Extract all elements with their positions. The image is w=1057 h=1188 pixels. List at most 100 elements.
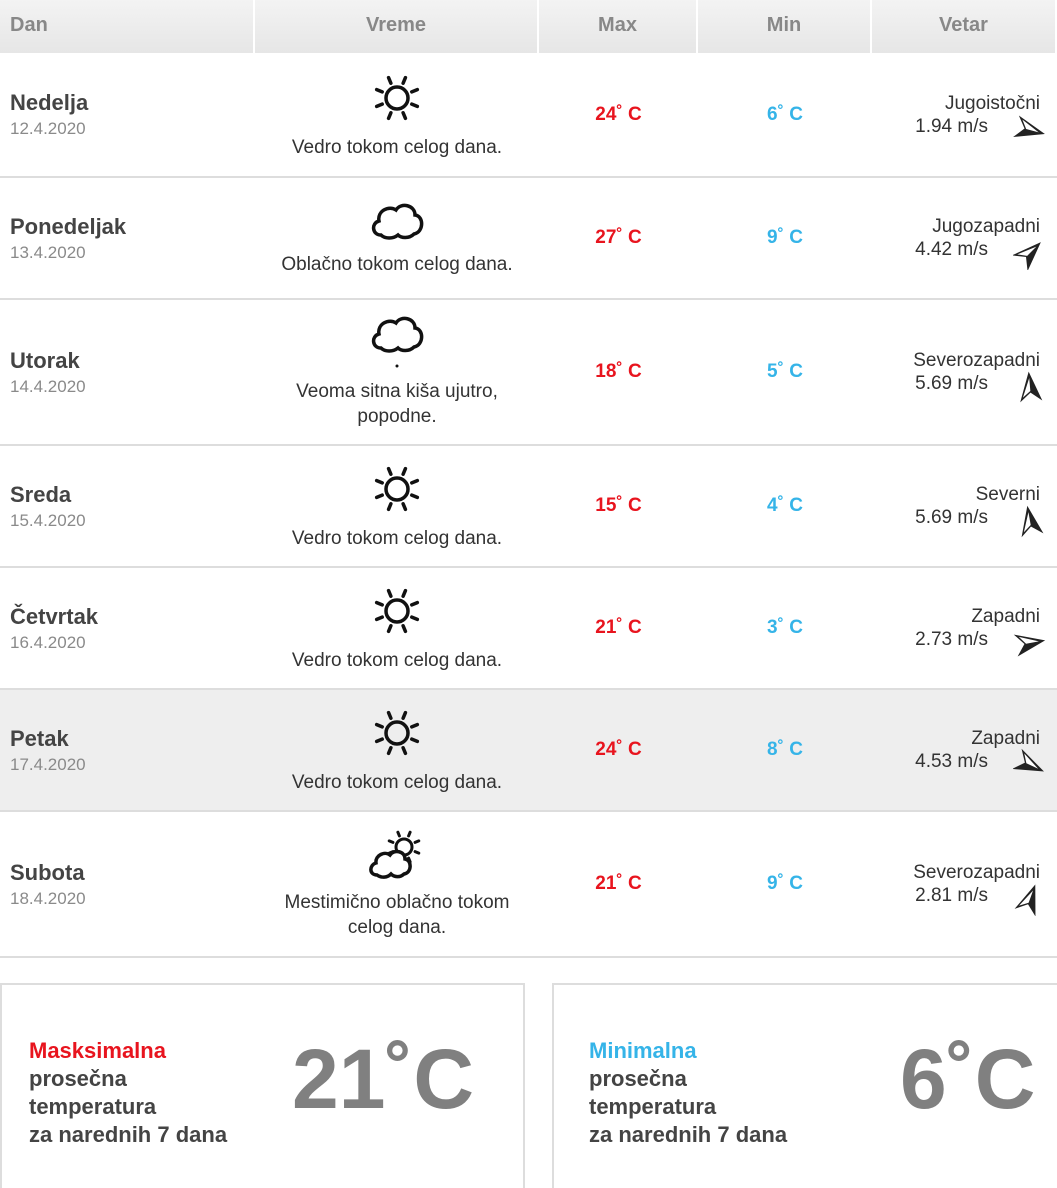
wind-direction: Zapadni (971, 728, 1040, 749)
wind-arrow-icon (1013, 115, 1045, 137)
wind-direction: Zapadni (971, 606, 1040, 627)
wind-cell: Severozapadni 5.69 m/s (872, 300, 1057, 444)
weather-cell: Vedro tokom celog dana. (255, 568, 539, 688)
day-cell: Ponedeljak 13.4.2020 (0, 178, 255, 298)
wind-cell: Jugozapadni 4.42 m/s (872, 178, 1057, 298)
wind-cell: Zapadni 4.53 m/s (872, 690, 1057, 810)
min-temp: 3˚ C (767, 617, 803, 638)
wind-speed: 2.73 m/s (915, 629, 988, 650)
wind-arrow-icon (1020, 371, 1043, 403)
drizzle-icon (369, 316, 425, 379)
min-temp: 8˚ C (767, 739, 803, 760)
wind-arrow-icon (1013, 634, 1046, 657)
min-text-2: temperatura (589, 1094, 717, 1119)
header-wind: Vetar (872, 0, 1057, 53)
table-row: Četvrtak 16.4.2020 Vedro tokom celog dana.… (0, 568, 1057, 690)
weather-cell: Mestimično oblačno tokom celog dana. (255, 812, 539, 956)
day-name: Nedelja (10, 90, 89, 115)
day-date: 15.4.2020 (10, 510, 86, 530)
day-cell: Četvrtak 16.4.2020 (0, 568, 255, 688)
table-header: Dan Vreme Max Min Vetar (0, 0, 1057, 53)
cloud-icon (369, 199, 425, 252)
max-average-card: Masksimalna prosečna temperatura za nare… (0, 983, 525, 1188)
day-date: 14.4.2020 (10, 376, 86, 396)
sun-icon (369, 70, 425, 135)
weather-cell: Vedro tokom celog dana. (255, 53, 539, 176)
max-text-1: prosečna (29, 1066, 127, 1091)
max-temp: 18˚ C (595, 361, 642, 382)
max-temp: 27˚ C (595, 227, 642, 248)
day-cell: Subota 18.4.2020 (0, 812, 255, 956)
weather-cell: Veoma sitna kiša ujutro, popodne. (255, 300, 539, 444)
min-text-3: za narednih 7 dana (589, 1122, 788, 1147)
sun-icon (369, 705, 425, 770)
wind-arrow-icon (1014, 884, 1036, 916)
weather-description: Mestimično oblačno tokom celog dana. (284, 891, 510, 938)
partly-cloudy-icon (368, 829, 426, 890)
wind-arrow-icon (1013, 242, 1041, 270)
wind-arrow-icon (1013, 748, 1044, 772)
day-cell: Petak 17.4.2020 (0, 690, 255, 810)
table-row: Utorak 14.4.2020 Veoma sitna kiša ujutro, … (0, 300, 1057, 446)
day-cell: Sreda 15.4.2020 (0, 446, 255, 566)
wind-direction: Jugoistočni (944, 92, 1040, 114)
sun-icon (369, 583, 425, 648)
table-row: Ponedeljak 13.4.2020 Oblačno tokom celog d… (0, 178, 1057, 300)
table-row: Subota 18.4.2020 Mestimično oblačno tokom … (0, 812, 1057, 958)
weather-description: Vedro tokom celog dana. (291, 528, 503, 549)
wind-direction: Jugozapadni (932, 216, 1040, 237)
header-max: Max (539, 0, 698, 53)
day-date: 16.4.2020 (10, 632, 86, 652)
min-temp: 9˚ C (767, 873, 803, 894)
day-name: Subota (10, 859, 85, 885)
wind-speed: 4.42 m/s (915, 239, 988, 260)
min-temp: 4˚ C (767, 495, 803, 516)
min-temp: 6˚ C (767, 103, 803, 125)
day-name: Sreda (10, 481, 72, 507)
weather-cell: Vedro tokom celog dana. (255, 690, 539, 810)
day-cell: Utorak 14.4.2020 (0, 300, 255, 444)
min-temp: 5˚ C (767, 361, 803, 382)
wind-direction: Severozapadni (913, 350, 1040, 371)
wind-arrow-icon (1021, 505, 1044, 538)
min-average-value: 6˚C (900, 1032, 1036, 1126)
max-average-label: Masksimalna prosečna temperatura za nare… (29, 1037, 227, 1149)
header-min: Min (698, 0, 872, 53)
weather-cell: Vedro tokom celog dana. (255, 446, 539, 566)
min-accent: Minimalna (589, 1038, 697, 1063)
day-name: Utorak (10, 347, 80, 373)
wind-speed: 1.94 m/s (915, 115, 988, 137)
wind-cell: Severozapadni 2.81 m/s (872, 812, 1057, 956)
table-row: Sreda 15.4.2020 Vedro tokom celog dana. 15˚… (0, 446, 1057, 568)
max-temp: 21˚ C (595, 873, 642, 894)
weather-description: Veoma sitna kiša ujutro, popodne. (296, 380, 498, 427)
wind-speed: 5.69 m/s (915, 507, 988, 528)
min-temp: 9˚ C (767, 227, 803, 248)
sun-icon (369, 461, 425, 526)
table-row: Nedelja 12.4.2020 Vedro tokom celog dana. 2… (0, 53, 1057, 178)
day-date: 13.4.2020 (10, 242, 86, 262)
header-weather: Vreme (255, 0, 539, 53)
min-average-card: Minimalna prosečna temperatura za naredn… (552, 983, 1057, 1188)
max-temp: 24˚ C (595, 739, 642, 760)
day-date: 17.4.2020 (10, 754, 86, 774)
max-temp: 15˚ C (595, 495, 642, 516)
header-day: Dan (0, 0, 255, 53)
wind-cell: Zapadni 2.73 m/s (872, 568, 1057, 688)
wind-speed: 4.53 m/s (915, 751, 988, 772)
weather-description: Oblačno tokom celog dana. (281, 254, 513, 275)
day-date: 12.4.2020 (10, 119, 86, 138)
day-date: 18.4.2020 (10, 888, 86, 908)
weather-description: Vedro tokom celog dana. (291, 136, 503, 158)
wind-direction: Severni (975, 484, 1040, 505)
weather-description: Vedro tokom celog dana. (291, 772, 503, 793)
wind-direction: Severozapadni (913, 862, 1040, 883)
max-text-2: temperatura (29, 1094, 157, 1119)
max-temp: 21˚ C (595, 617, 642, 638)
max-temp: 24˚ C (595, 103, 642, 125)
day-name: Četvrtak (10, 603, 99, 629)
wind-speed: 2.81 m/s (915, 885, 988, 906)
max-average-value: 21˚C (292, 1032, 475, 1126)
weather-description: Vedro tokom celog dana. (291, 650, 503, 671)
wind-cell: Severni 5.69 m/s (872, 446, 1057, 566)
